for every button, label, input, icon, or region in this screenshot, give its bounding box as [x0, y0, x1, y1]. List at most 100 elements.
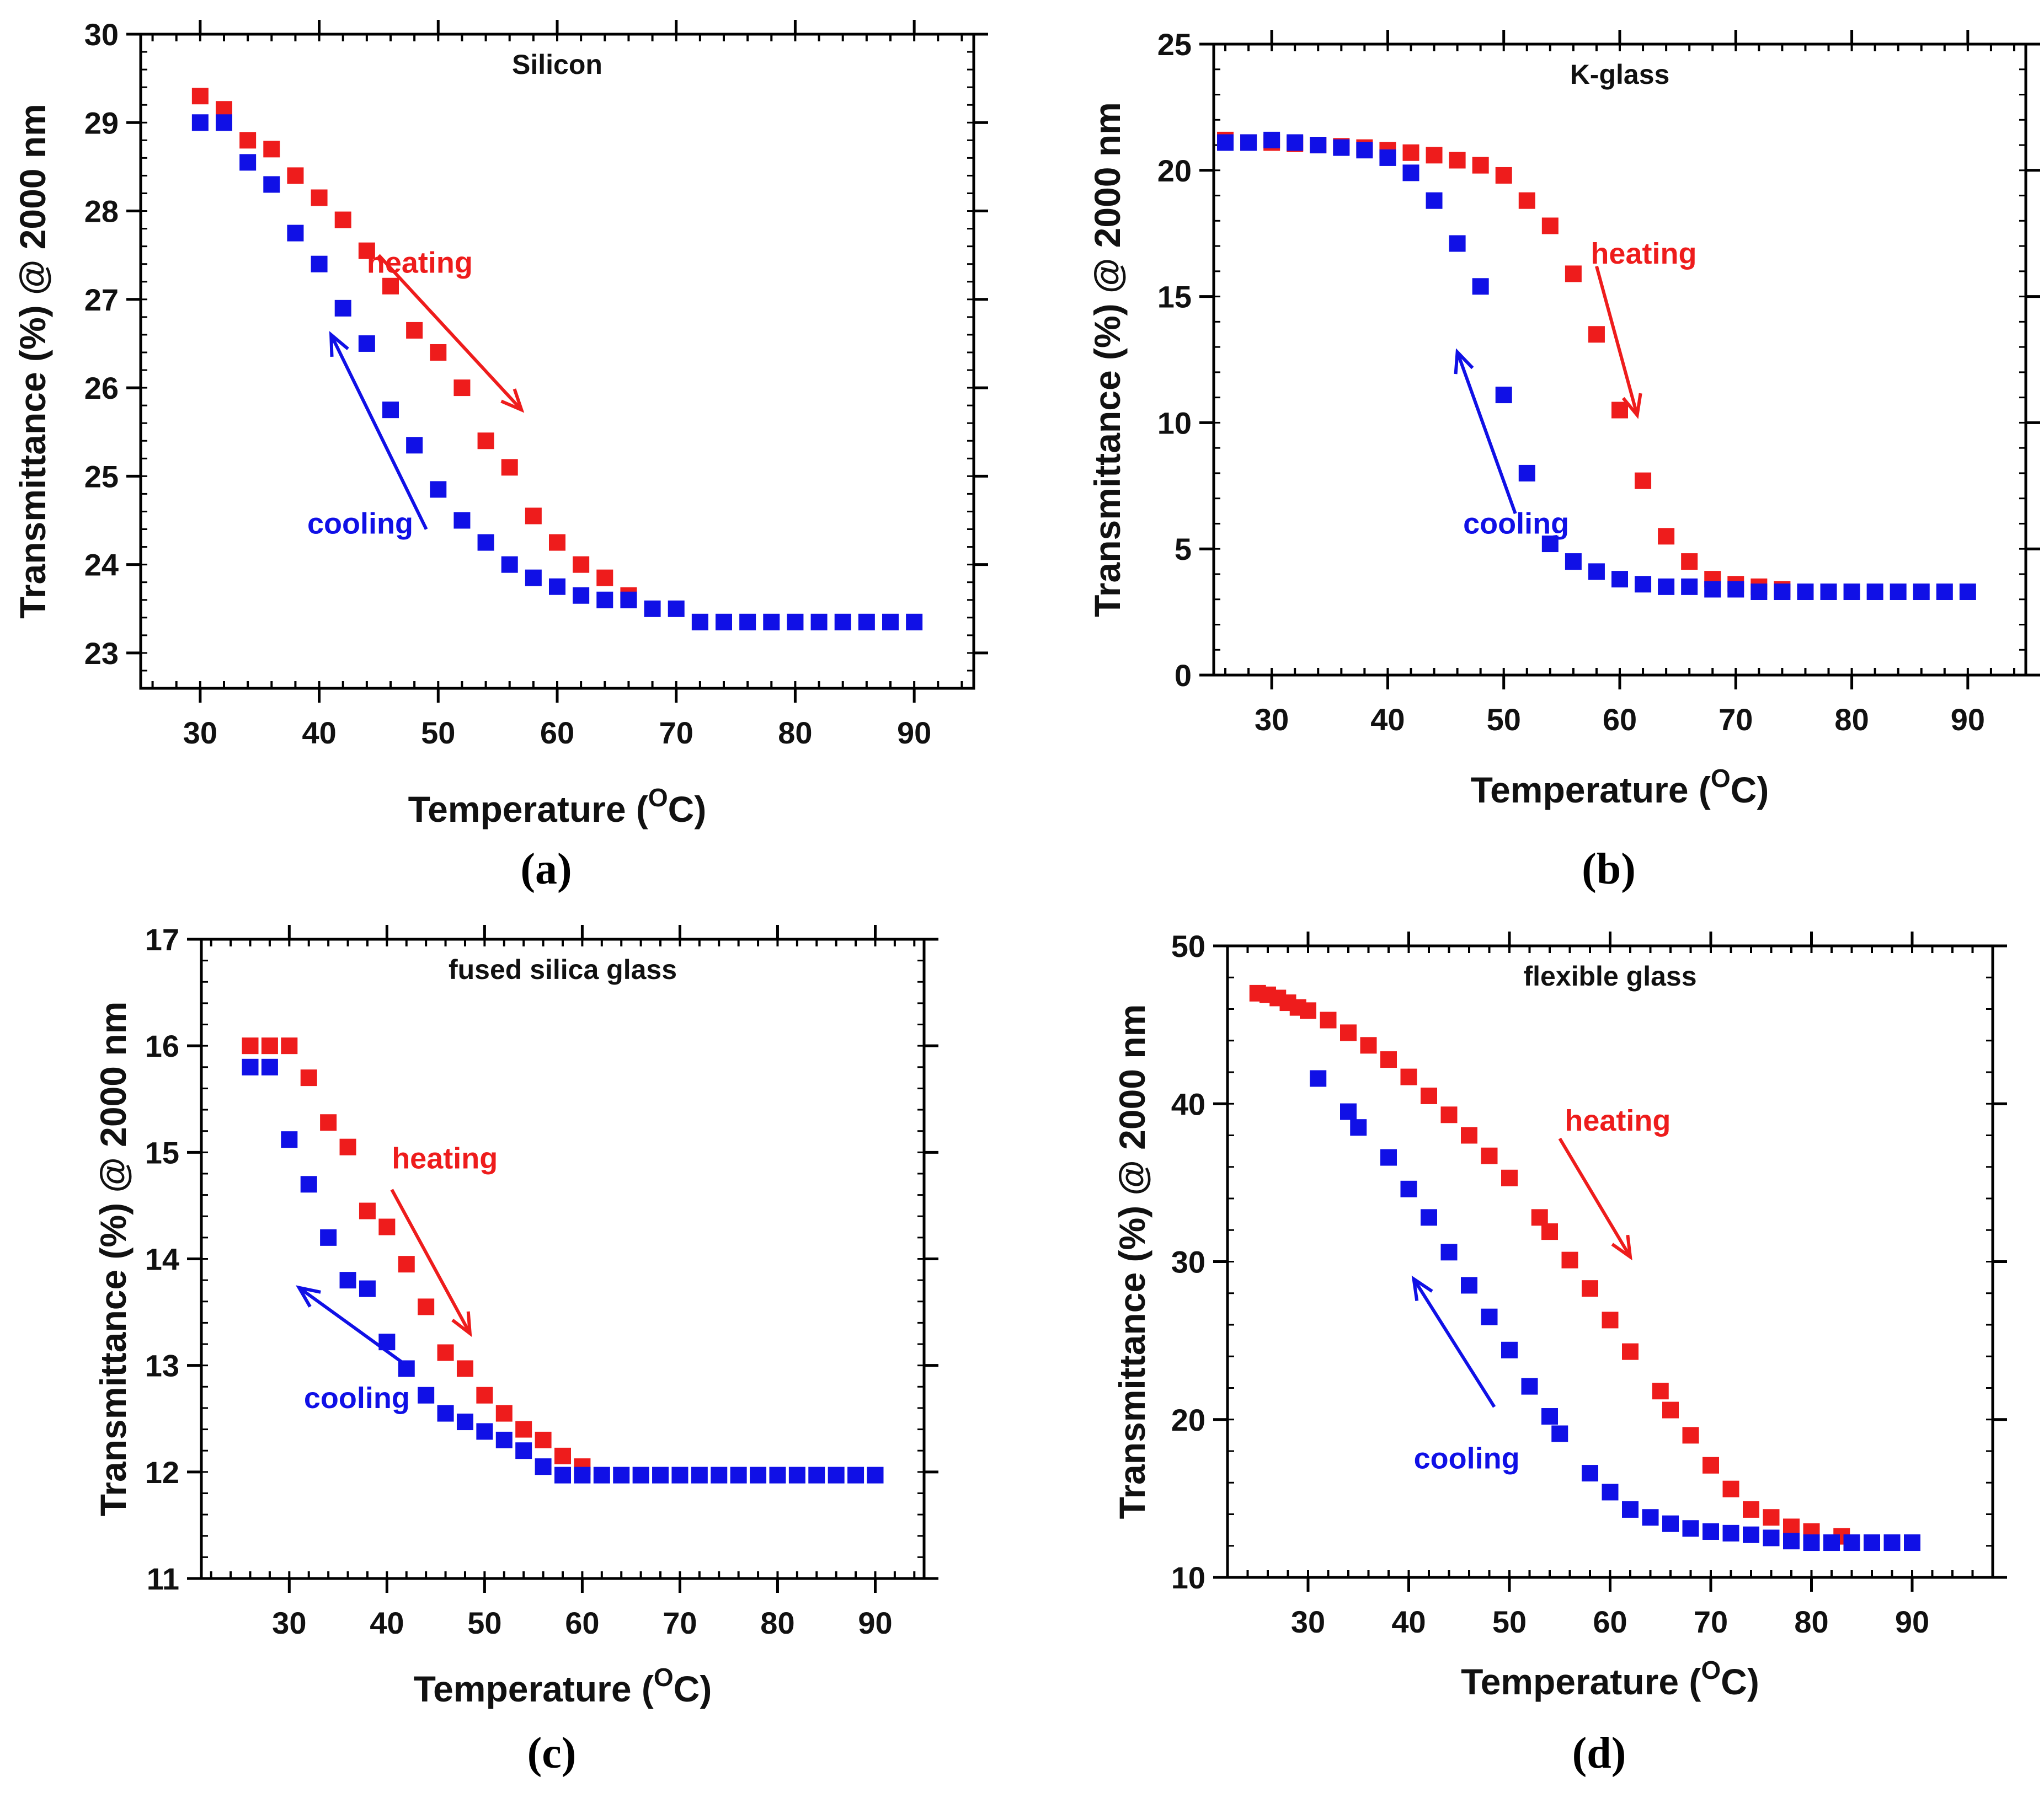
cooling-point	[320, 1229, 337, 1246]
cooling-point	[456, 1414, 473, 1431]
cooling-point	[1495, 387, 1512, 404]
cooling-point	[1864, 1534, 1880, 1551]
cooling-point	[1541, 1408, 1558, 1425]
cooling-point	[574, 1467, 591, 1484]
cooling-point	[620, 591, 637, 608]
heating-point	[1565, 265, 1582, 282]
cooling-point	[1913, 583, 1930, 600]
panel-a-silicon: 30 40 50 60 70 80 90 23 24 25 26 27 28 29 30 Silicon Tem…	[12, 17, 988, 893]
cooling-point	[1722, 1524, 1739, 1542]
heating-point	[501, 459, 518, 476]
x-tick-label: 60	[540, 715, 574, 750]
heating-point	[1622, 1343, 1639, 1360]
cooling-point	[437, 1405, 454, 1422]
x-tick-label: 40	[370, 1606, 404, 1640]
cooling-point	[418, 1387, 435, 1404]
heating-point	[287, 167, 304, 184]
cooling-point	[847, 1467, 864, 1484]
x-axis-title-unit: C)	[674, 1668, 712, 1709]
cooling-point	[596, 591, 613, 608]
cooling-point	[554, 1467, 571, 1484]
cooling-point	[1440, 1244, 1458, 1261]
panel-b-k-glass: 30 40 50 60 70 80 90 0 5 10 15 20 25 K-glass Temperatu…	[1087, 27, 2040, 893]
x-axis-title-superscript: O	[654, 1663, 674, 1692]
cooling-point	[1582, 1465, 1598, 1482]
heating-point	[1400, 1068, 1417, 1085]
y-tick-label: 17	[145, 922, 179, 957]
x-axis-title: Temperature (OC)	[414, 1663, 712, 1709]
y-tick-label: 15	[1157, 280, 1192, 314]
y-tick-label: 16	[145, 1029, 179, 1063]
cooling-point	[711, 1467, 728, 1484]
x-tick-label: 30	[272, 1606, 306, 1640]
cooling-point	[501, 556, 518, 573]
cooling-point	[453, 512, 471, 529]
y-tick-label: 50	[1171, 929, 1205, 964]
heating-point	[573, 556, 590, 573]
cooling-point	[1890, 583, 1907, 600]
heating-point	[549, 534, 565, 551]
heating-point	[554, 1447, 571, 1464]
y-tick-label: 0	[1175, 658, 1192, 693]
heating-point	[1541, 1223, 1558, 1240]
x-tick-label: 90	[1895, 1604, 1929, 1639]
y-tick-label: 12	[145, 1455, 179, 1490]
heating-point	[1531, 1209, 1548, 1226]
cooling-point	[1904, 1534, 1920, 1551]
heating-point	[1703, 1457, 1719, 1474]
cooling-point	[1959, 583, 1976, 600]
cooling-arrow-head	[1411, 1275, 1433, 1302]
cooling-point	[1263, 131, 1280, 148]
cooling-label: cooling	[1463, 507, 1569, 541]
y-tick-label: 15	[145, 1135, 179, 1170]
heating-point	[477, 432, 494, 450]
heating-point	[1611, 402, 1628, 419]
y-tick-label: 25	[84, 459, 119, 494]
cooling-point	[1843, 583, 1860, 600]
heating-point	[242, 1037, 259, 1055]
cooling-point	[1866, 583, 1883, 600]
chart-title: K-glass	[1570, 59, 1670, 90]
heating-point	[1588, 326, 1605, 343]
cooling-point	[1350, 1119, 1367, 1136]
cooling-point	[1333, 139, 1350, 156]
x-tick-label: 90	[1951, 702, 1985, 737]
x-tick-label: 40	[302, 715, 336, 750]
cooling-point	[808, 1467, 825, 1484]
y-tick-label: 25	[1157, 27, 1192, 62]
panel-label: (a)	[520, 845, 572, 893]
cooling-point	[739, 613, 756, 630]
cooling-point	[382, 402, 399, 419]
cooling-point	[573, 587, 590, 604]
heating-point	[320, 1114, 337, 1131]
heating-point	[311, 189, 328, 206]
cooling-point	[1635, 576, 1652, 593]
cooling-point	[1481, 1308, 1498, 1325]
x-tick-label: 60	[1593, 1604, 1627, 1639]
panel-label: (c)	[527, 1729, 577, 1778]
cooling-point	[287, 224, 304, 242]
x-axis-title-text: Temperature (	[414, 1668, 654, 1709]
y-tick-label: 23	[84, 636, 119, 671]
cooling-point	[828, 1467, 845, 1484]
cooling-point	[1803, 1534, 1820, 1551]
cooling-point	[668, 600, 685, 617]
y-axis-title: Transmittance (%) @ 2000 nm	[12, 104, 53, 619]
cooling-point	[652, 1467, 669, 1484]
cooling-point	[750, 1467, 767, 1484]
heating-arrow	[377, 254, 523, 411]
cooling-point	[1380, 1149, 1397, 1166]
heating-point	[382, 277, 399, 295]
panel-c-fused-silica-glass: 30 40 50 60 70 80 90 11 12 13 14 15 16 17 fused silica…	[93, 922, 938, 1778]
heating-label: heating	[1591, 237, 1696, 270]
heating-point	[1662, 1401, 1679, 1419]
cooling-label: cooling	[1414, 1442, 1520, 1475]
cooling-point	[730, 1467, 747, 1484]
cooling-arrow-head	[296, 1285, 321, 1308]
y-tick-label: 14	[145, 1242, 179, 1277]
x-axis-title-unit: C)	[1721, 1661, 1759, 1702]
x-axis-title-text: Temperature (	[1471, 769, 1711, 810]
heating-point	[1582, 1280, 1598, 1297]
cooling-point	[1400, 1180, 1417, 1197]
heating-point	[300, 1069, 317, 1087]
